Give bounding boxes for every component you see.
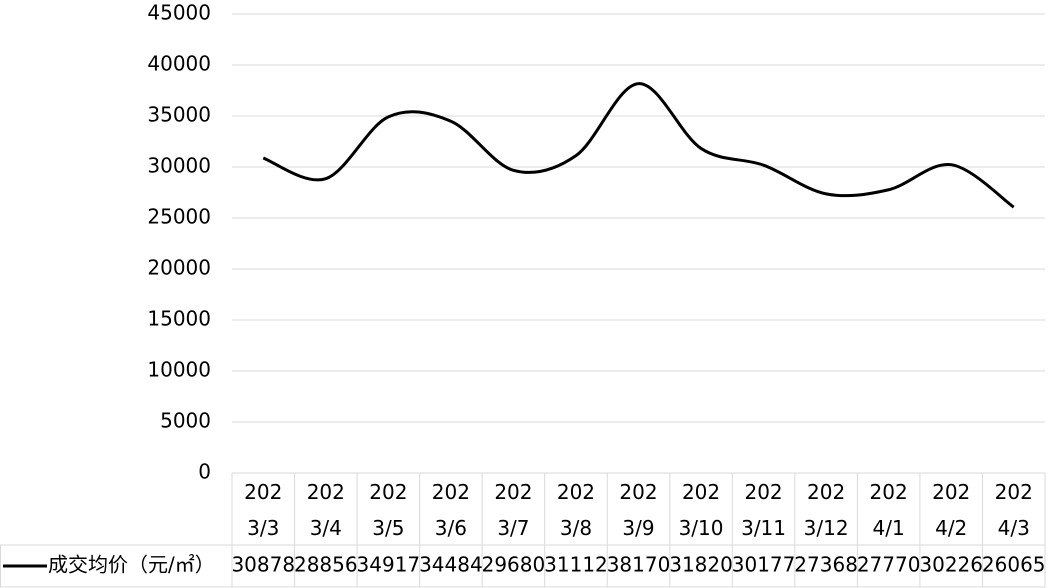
x-tick-label: 2023/7 — [494, 480, 533, 540]
table-value: 30177 — [732, 553, 796, 577]
table-value: 38170 — [607, 553, 671, 577]
table-value: 30878 — [231, 553, 295, 577]
y-tick-label: 25000 — [147, 205, 211, 229]
table-value: 31820 — [669, 553, 733, 577]
x-tick-label: 2023/6 — [431, 480, 470, 540]
table-value: 27368 — [794, 553, 858, 577]
x-tick-label: 2024/3 — [994, 480, 1033, 540]
x-tick-label: 2023/10 — [678, 480, 724, 540]
x-tick-label: 2023/8 — [556, 480, 596, 540]
y-tick-label: 35000 — [147, 103, 211, 127]
x-tick-label: 2024/1 — [869, 480, 908, 540]
y-tick-label: 0 — [198, 460, 211, 484]
table-value: 31112 — [544, 553, 608, 577]
y-tick-label: 45000 — [147, 1, 211, 25]
table-value: 34917 — [357, 553, 421, 577]
x-tick-label: 2023/5 — [369, 480, 408, 540]
x-tick-label: 2023/3 — [244, 480, 283, 540]
line — [262, 82, 1015, 209]
table-value: 27770 — [857, 553, 921, 577]
x-tick-label: 2024/2 — [932, 480, 971, 540]
x-tick-label: 2023/4 — [306, 480, 345, 540]
x-tick-label: 2023/11 — [741, 480, 787, 540]
table-value: 34484 — [419, 553, 483, 577]
table-value: 28856 — [294, 553, 358, 577]
y-tick-label: 5000 — [160, 409, 211, 433]
table-value: 29680 — [482, 553, 546, 577]
y-tick-label: 15000 — [147, 307, 211, 331]
x-tick-label: 2023/9 — [619, 480, 658, 540]
x-tick-label: 2023/12 — [803, 480, 849, 540]
table-value: 26065 — [982, 553, 1046, 577]
y-tick-label: 30000 — [147, 154, 211, 178]
y-tick-label: 10000 — [147, 358, 211, 382]
legend-label: 成交均价（元/㎡） — [48, 553, 215, 577]
y-tick-label: 40000 — [147, 52, 211, 76]
y-tick-label: 20000 — [147, 256, 211, 280]
table-value: 30226 — [919, 553, 983, 577]
